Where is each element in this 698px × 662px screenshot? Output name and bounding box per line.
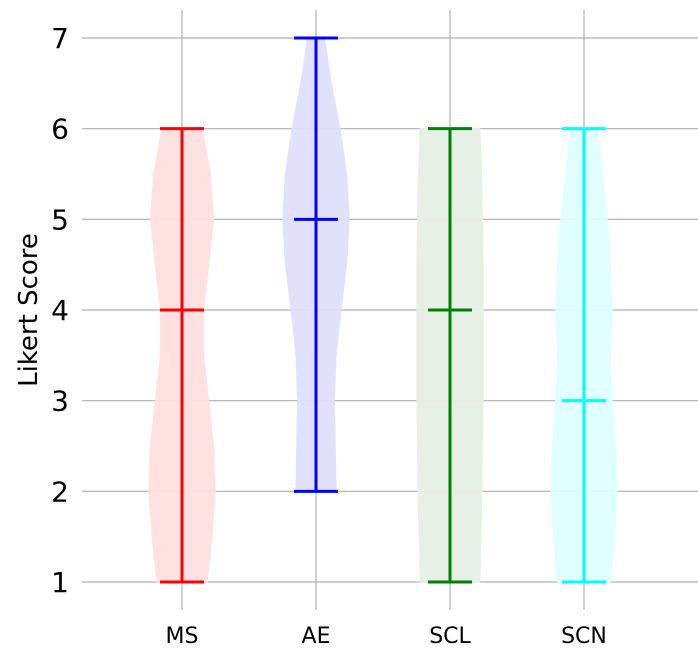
y-tick-label: 7 — [51, 22, 69, 55]
y-tick-label: 1 — [51, 566, 69, 599]
tick-labels: 1 2 3 4 5 6 7 MS AE SCL SCN — [51, 22, 607, 649]
x-tick-label: SCN — [561, 624, 607, 649]
x-tick-label: MS — [166, 624, 199, 649]
x-tick-label: SCL — [429, 624, 471, 649]
violins — [148, 36, 618, 584]
x-tick-label: AE — [302, 624, 331, 649]
y-tick-label: 6 — [51, 113, 69, 146]
y-axis-label: Likert Score — [14, 233, 44, 387]
y-tick-label: 5 — [51, 203, 69, 236]
y-tick-label: 4 — [51, 294, 69, 327]
y-tick-label: 2 — [51, 475, 69, 508]
y-tick-label: 3 — [51, 385, 69, 418]
